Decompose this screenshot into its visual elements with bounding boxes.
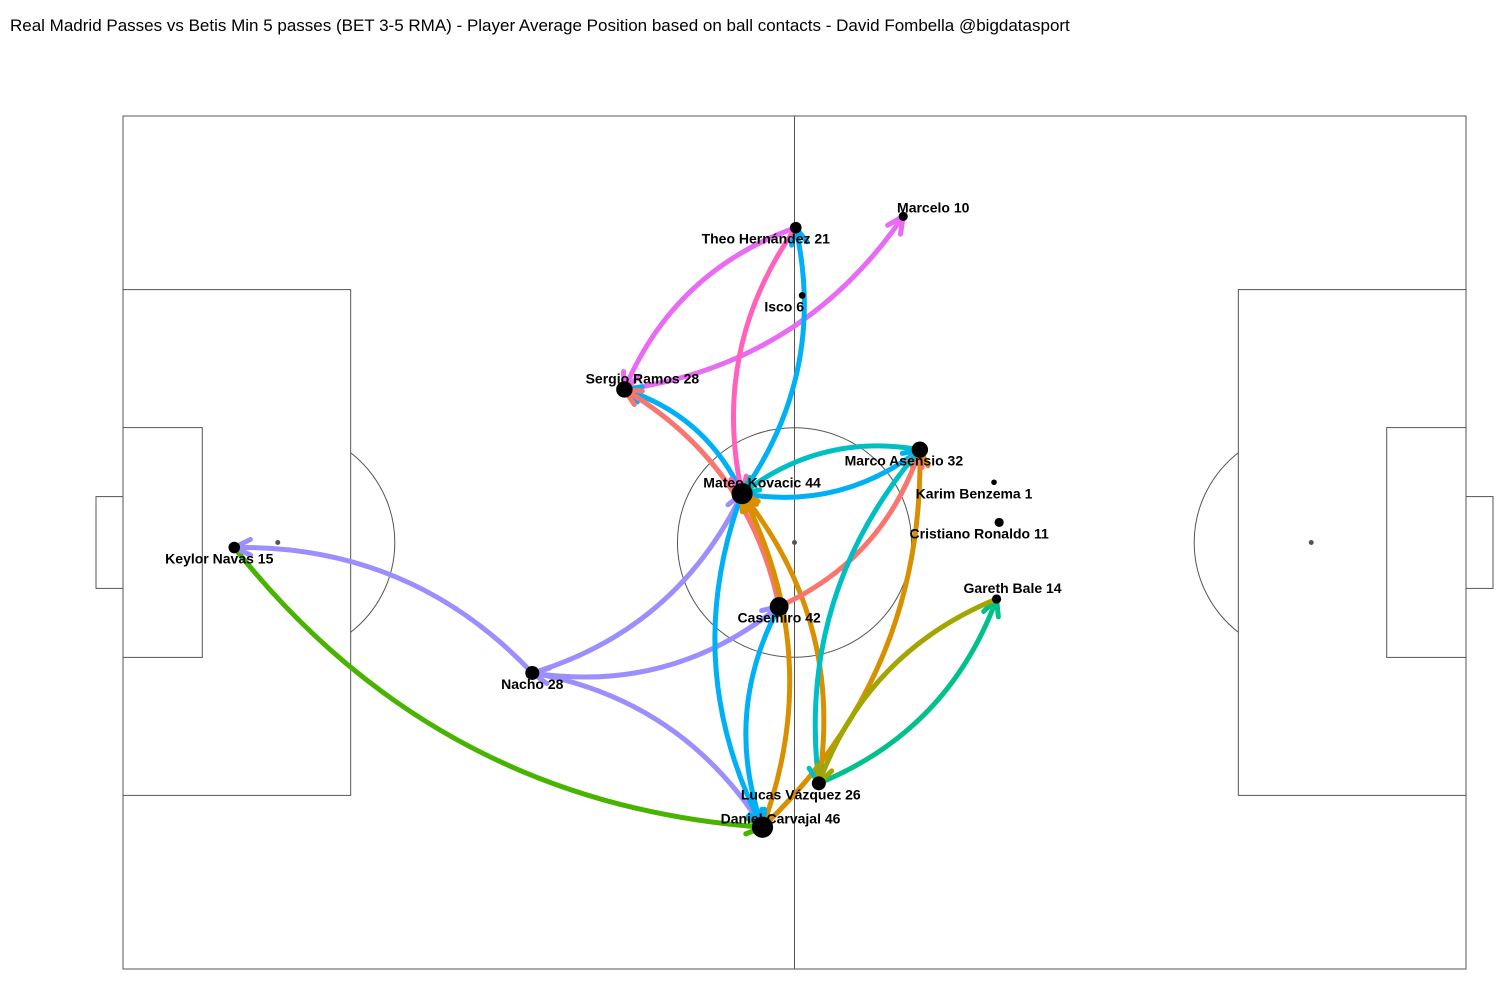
player-label-theo: Theo Hernández 21: [702, 231, 831, 247]
player-label-isco: Isco 6: [764, 298, 804, 314]
pass-arrow-kovacic-to-asensio: [739, 447, 923, 500]
chart-title: Real Madrid Passes vs Betis Min 5 passes…: [10, 16, 1070, 35]
pass-arrow-kovacic-to-carvajal: [712, 491, 766, 830]
player-marker-theo: [789, 221, 802, 234]
pass-arrow-carvajal-to-asensio: [760, 447, 923, 830]
player-label-vazquez: Lucas Vázquez 26: [741, 786, 861, 802]
pass-arrow-navas-to-carvajal: [231, 545, 766, 830]
player-label-asensio: Marco Asensio 32: [845, 453, 964, 469]
right-goal: [1465, 496, 1494, 589]
player-label-carvajal: Daniel Carvajal 46: [721, 810, 841, 826]
pass-arrow-nacho-to-casemiro: [529, 603, 782, 680]
pass-arrow-nacho-to-kovacic: [529, 491, 745, 676]
right-penalty-spot: [1308, 540, 1314, 545]
player-label-benzema: Karim Benzema 1: [916, 485, 1033, 501]
pass-arrow-theo-to-kovacic: [731, 225, 799, 497]
pass-arrow-bale-to-vazquez: [816, 596, 1000, 786]
left-penalty-spot: [275, 540, 281, 545]
pass-arrow-asensio-to-vazquez: [812, 447, 923, 786]
player-marker-ramos: [616, 381, 633, 398]
player-marker-isco: [798, 291, 806, 299]
player-markers: [228, 211, 1004, 838]
left-penalty-arc: [350, 452, 396, 633]
pass-arrows: [231, 213, 1001, 837]
player-marker-benzema: [991, 479, 997, 486]
player-marker-navas: [228, 541, 241, 554]
pass-arrow-asensio-to-kovacic: [739, 443, 923, 497]
center-circle: [676, 427, 913, 658]
pass-arrow-carvajal-to-kovacic: [739, 491, 793, 830]
player-marker-asensio: [911, 441, 929, 458]
player-marker-ronaldo: [994, 517, 1004, 528]
pass-arrow-vazquez-to-bale: [816, 596, 1000, 786]
player-label-casemiro: Casemiro 42: [738, 609, 821, 625]
pass-arrow-casemiro-to-asensio: [776, 447, 923, 609]
pass-arrow-theo-to-ramos: [621, 225, 799, 392]
pass-arrow-kovacic-to-theo: [739, 225, 807, 497]
right-penalty-box: [1237, 289, 1467, 796]
player-label-navas: Keylor Navas 15: [165, 551, 273, 567]
player-label-nacho: Nacho 28: [501, 676, 563, 692]
right-six-yard-box: [1386, 427, 1467, 658]
pass-arrow-casemiro-to-carvajal: [743, 603, 782, 830]
player-label-marcelo: Marcelo 10: [897, 199, 970, 215]
player-marker-bale: [991, 594, 1002, 604]
player-marker-kovacic: [731, 482, 753, 505]
player-label-ramos: Sergio Ramos 28: [586, 370, 700, 386]
pass-arrow-vazquez-to-kovacic: [739, 491, 827, 786]
player-marker-casemiro: [769, 597, 789, 616]
player-marker-vazquez: [811, 776, 826, 791]
left-goal: [95, 496, 124, 589]
pitch-markings: [95, 115, 1494, 970]
pass-arrow-casemiro-to-ramos: [621, 386, 782, 609]
player-label-kovacic: Mateo Kovacic 44: [703, 475, 821, 491]
right-penalty-arc: [1193, 452, 1239, 633]
player-labels: Keylor Navas 15 Nacho 28 Sergio Ramos 28 Th…: [165, 199, 1062, 826]
player-label-bale: Gareth Bale 14: [964, 580, 1062, 596]
center-spot: [792, 540, 797, 545]
pass-arrow-ramos-to-marcelo: [621, 213, 906, 392]
player-marker-marcelo: [898, 211, 908, 221]
player-marker-carvajal: [751, 816, 774, 838]
player-marker-nacho: [525, 665, 540, 680]
pass-arrow-kovacic-to-ramos: [621, 386, 745, 497]
player-label-ronaldo: Cristiano Ronaldo 11: [910, 525, 1049, 541]
pass-arrow-carvajal-to-nacho: [529, 670, 766, 830]
left-six-yard-box: [122, 427, 203, 658]
pass-arrow-nacho-to-navas: [231, 545, 535, 676]
